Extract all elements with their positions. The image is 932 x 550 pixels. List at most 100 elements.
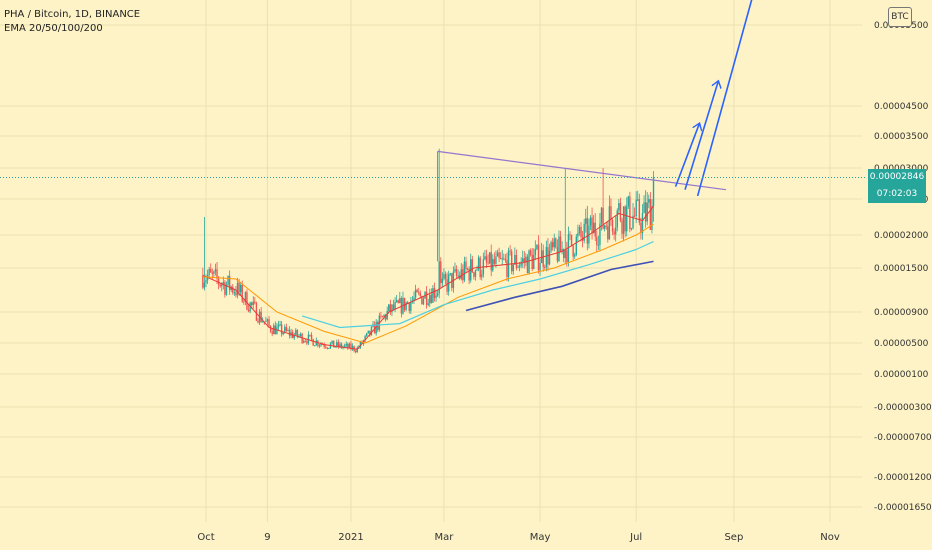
currency-badge[interactable]: BTC — [888, 7, 912, 27]
candle-body — [247, 309, 250, 312]
candle-body — [392, 304, 395, 310]
candle-body — [599, 223, 601, 245]
candle-body — [266, 319, 269, 322]
candle-body — [406, 302, 409, 304]
ema-line-ema-200 — [465, 260, 654, 312]
candle-body — [332, 340, 335, 348]
candle-body — [455, 269, 458, 276]
candle-body — [315, 340, 318, 346]
candle-body — [594, 222, 596, 237]
candle-body — [558, 236, 560, 262]
candle-body — [336, 342, 338, 347]
candle-body — [520, 261, 522, 266]
y-tick-label: -0.00001650 — [874, 503, 932, 513]
candle-body — [624, 206, 626, 232]
y-tick-label: -0.00000700 — [874, 433, 932, 443]
ema-line-ema-20 — [202, 205, 654, 350]
candle-body — [310, 334, 313, 340]
candle-body — [504, 258, 507, 261]
candle-body — [334, 346, 336, 348]
candle-body — [567, 234, 570, 263]
drawing-tools[interactable] — [437, 0, 755, 262]
candle-body — [433, 288, 436, 298]
candle-body — [236, 282, 239, 296]
candle-body — [605, 225, 607, 227]
candle-body — [307, 334, 310, 344]
candle-body — [295, 329, 297, 335]
candle-body — [575, 236, 578, 255]
candle-body — [413, 297, 415, 301]
candle-body — [328, 347, 330, 349]
candle-body — [354, 350, 357, 353]
candle-body — [600, 207, 603, 224]
candle-body — [435, 295, 437, 298]
candle-body — [589, 217, 592, 226]
candle-body — [518, 265, 521, 268]
candle-body — [340, 343, 343, 349]
candle-body — [254, 301, 256, 304]
target-arrow[interactable] — [674, 124, 700, 187]
indicator-label[interactable]: EMA 20/50/100/200 — [4, 23, 103, 34]
candle-body — [528, 250, 530, 274]
candle-body — [222, 282, 225, 285]
candle-body — [257, 320, 259, 323]
candle-body — [586, 218, 589, 244]
candle-body — [643, 202, 645, 214]
last-price-tag: 0.00002846 07:02:03 — [868, 169, 926, 203]
symbol-title[interactable]: PHA / Bitcoin, 1D, BINANCE — [4, 9, 141, 20]
target-line[interactable] — [696, 0, 755, 197]
candle-body — [635, 199, 637, 216]
candle-body — [616, 210, 618, 228]
x-tick-label: May — [530, 532, 551, 543]
candle-body — [395, 300, 398, 302]
candle-body — [414, 289, 417, 298]
candle-body — [649, 199, 652, 230]
candle-body — [369, 330, 371, 336]
candle-body — [285, 326, 288, 331]
candle-body — [208, 268, 210, 276]
candle-body — [495, 256, 497, 264]
candle-body — [633, 215, 636, 217]
candle-body — [325, 346, 327, 348]
candle-body — [410, 301, 412, 311]
candle-body — [388, 304, 390, 311]
candle-body — [522, 258, 524, 262]
candle-body — [652, 177, 655, 206]
price-axis[interactable]: 0.000055000.000045000.000035000.00003000… — [874, 21, 932, 513]
candle-body — [608, 206, 611, 240]
y-tick-label: 0.00003500 — [874, 132, 929, 142]
candle-body — [493, 259, 496, 264]
target-arrow[interactable] — [684, 82, 718, 190]
candle-body — [592, 222, 595, 234]
candle-body — [596, 236, 598, 246]
candle-body — [443, 274, 445, 279]
x-tick-label: 2021 — [338, 532, 363, 543]
candle-body — [282, 332, 284, 335]
y-tick-label: -0.00000300 — [874, 403, 932, 413]
candle-body — [574, 254, 576, 257]
candle-body — [214, 269, 217, 272]
candle-body — [477, 257, 480, 270]
y-tick-label: 0.00002000 — [874, 231, 929, 241]
candle-body — [345, 343, 347, 346]
candle-body — [562, 249, 565, 259]
candle-body — [432, 288, 434, 303]
candle-body — [498, 252, 500, 259]
candle-body — [339, 343, 341, 347]
last-price-value: 0.00002846 — [869, 172, 925, 182]
candle-body — [561, 249, 563, 252]
candle-body — [384, 315, 387, 320]
candle-body — [566, 250, 568, 263]
candle-body — [225, 284, 228, 295]
candle-body — [577, 233, 579, 237]
candle-body — [227, 275, 229, 285]
resistance-trendline[interactable] — [437, 150, 727, 191]
candle-body — [641, 213, 644, 234]
candle-body — [536, 244, 538, 249]
candle-body — [525, 256, 527, 263]
ema-lines — [202, 205, 654, 350]
candle-body — [323, 344, 325, 347]
candle-body — [514, 254, 516, 265]
time-axis[interactable]: Oct 9 2021 Mar May Jul Sep Nov — [197, 532, 839, 543]
